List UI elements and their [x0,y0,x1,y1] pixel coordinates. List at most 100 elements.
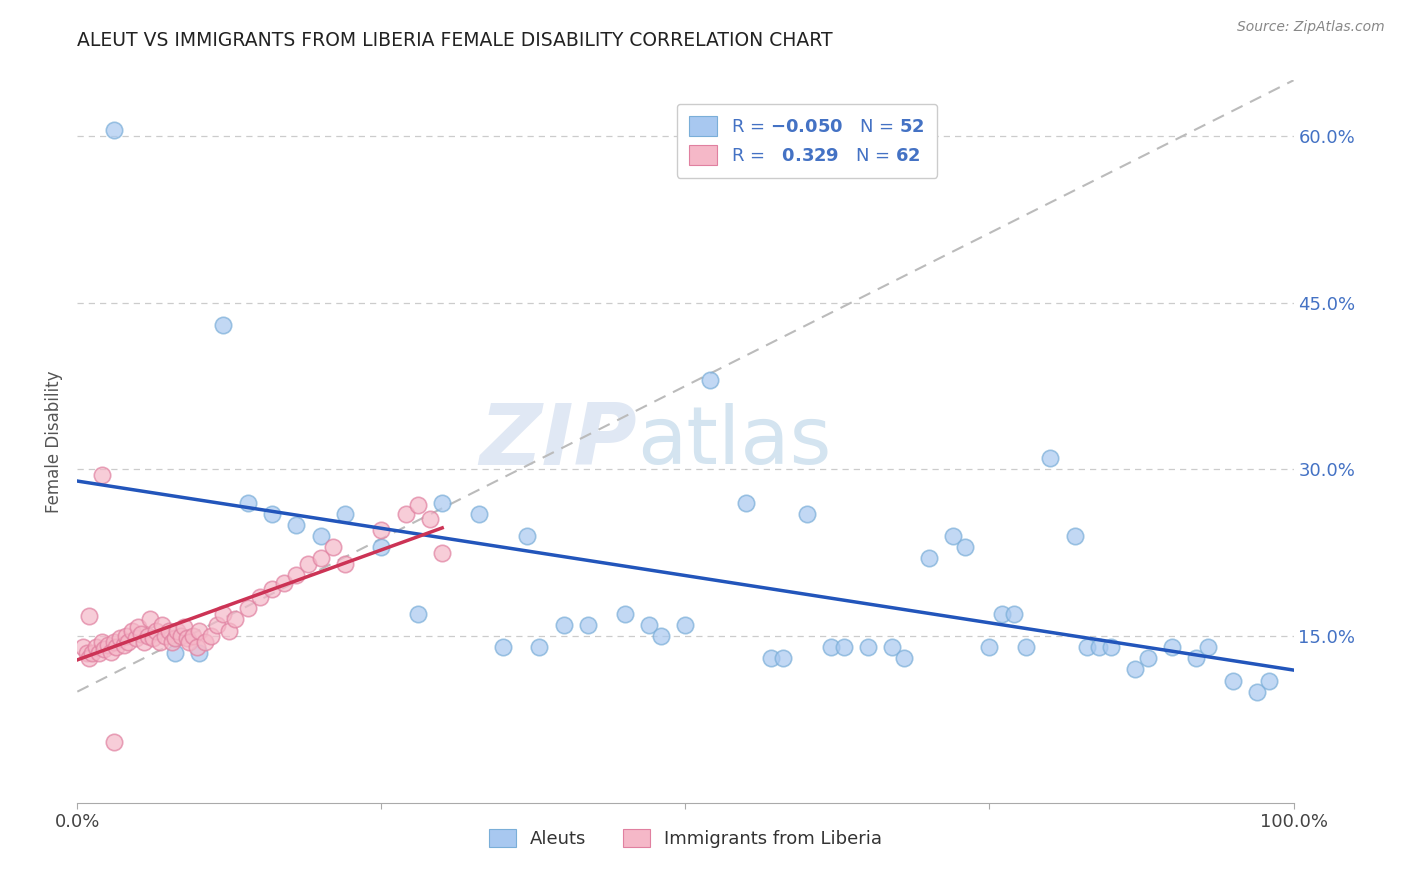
Legend: Aleuts, Immigrants from Liberia: Aleuts, Immigrants from Liberia [481,822,890,855]
Point [79,609,101,624]
Point [576,618,599,632]
Point [1099,640,1122,655]
Point [1246,684,1268,698]
Point [297,557,319,571]
Point [121,624,143,638]
Point [990,607,1012,621]
Point [142,632,165,646]
Point [117,634,139,648]
Point [638,618,661,632]
Point [188,624,211,638]
Point [224,612,246,626]
Point [170,629,193,643]
Point [309,529,332,543]
Point [430,496,453,510]
Point [273,575,295,590]
Point [103,634,125,648]
Point [212,607,235,621]
Y-axis label: Female Disability: Female Disability [45,370,63,513]
Point [181,629,204,643]
Point [953,540,976,554]
Point [152,618,174,632]
Text: Source: ZipAtlas.com: Source: ZipAtlas.com [1237,20,1385,34]
Point [1002,607,1025,621]
Point [882,640,904,655]
Point [100,645,122,659]
Point [856,640,879,655]
Point [1258,673,1281,688]
Point [285,517,308,532]
Point [918,551,941,566]
Text: ZIP: ZIP [479,400,637,483]
Point [173,620,195,634]
Point [395,507,418,521]
Point [529,640,551,655]
Point [186,640,208,655]
Point [553,618,575,632]
Point [129,627,152,641]
Point [127,620,149,634]
Point [406,498,429,512]
Point [1161,640,1184,655]
Point [772,651,794,665]
Text: atlas: atlas [637,402,831,481]
Point [1136,651,1159,665]
Point [1088,640,1111,655]
Point [735,496,758,510]
Point [218,624,240,638]
Point [893,651,915,665]
Point [188,646,211,660]
Point [105,640,128,655]
Point [236,601,259,615]
Point [419,512,441,526]
Point [516,529,538,543]
Point [163,632,186,646]
Point [112,638,135,652]
Point [212,318,235,332]
Point [260,582,283,597]
Point [1222,673,1244,688]
Point [90,467,112,482]
Point [166,624,188,638]
Point [1015,640,1038,655]
Point [613,607,636,621]
Point [322,540,344,554]
Point [832,640,855,655]
Point [1125,662,1147,676]
Point [103,123,125,137]
Point [942,529,965,543]
Point [76,646,98,660]
Point [200,629,222,643]
Point [72,640,94,655]
Point [333,507,356,521]
Point [139,612,162,626]
Point [1197,640,1219,655]
Point [1063,529,1085,543]
Point [149,634,172,648]
Point [125,632,148,646]
Point [84,640,107,655]
Point [820,640,842,655]
Point [115,629,138,643]
Point [650,629,672,643]
Point [205,618,228,632]
Point [153,629,176,643]
Point [163,646,186,660]
Point [145,624,167,638]
Point [179,634,201,648]
Point [236,496,259,510]
Point [699,373,721,387]
Point [370,524,392,538]
Point [176,632,198,646]
Point [1076,640,1098,655]
Point [108,632,131,646]
Point [309,551,332,566]
Point [97,638,120,652]
Point [1039,451,1062,466]
Point [430,546,453,560]
Point [160,634,183,648]
Text: ALEUT VS IMMIGRANTS FROM LIBERIA FEMALE DISABILITY CORRELATION CHART: ALEUT VS IMMIGRANTS FROM LIBERIA FEMALE … [77,31,832,50]
Point [134,634,156,648]
Point [675,618,697,632]
Point [796,507,818,521]
